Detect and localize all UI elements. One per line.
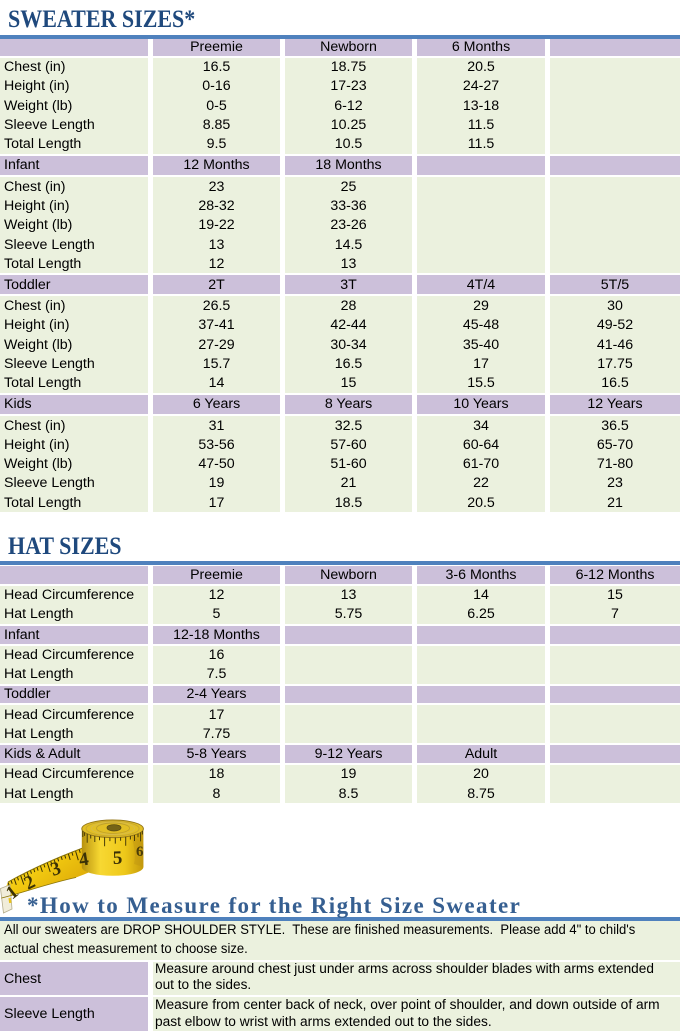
svg-text:4: 4 xyxy=(77,848,90,870)
svg-text:5: 5 xyxy=(112,847,122,868)
svg-text:6: 6 xyxy=(136,844,144,860)
